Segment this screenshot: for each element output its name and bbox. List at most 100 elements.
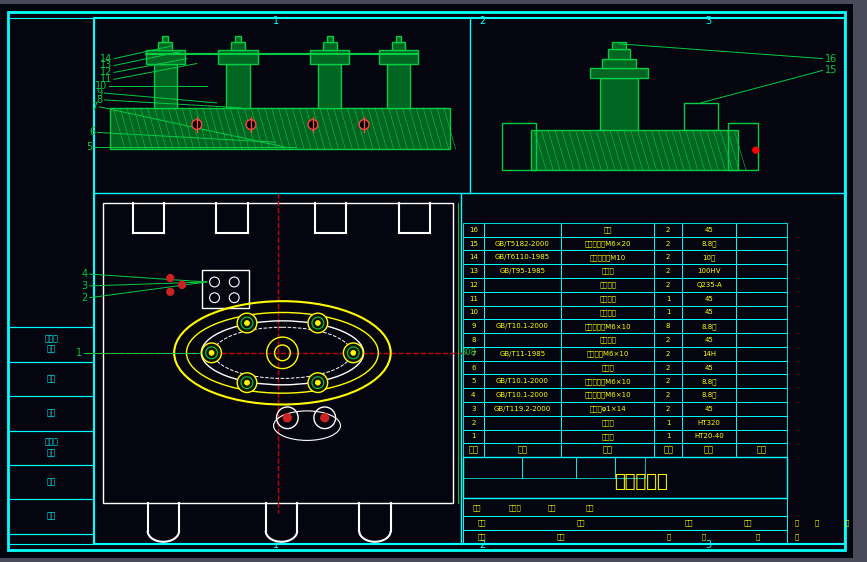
Text: 9: 9 [96,88,102,98]
Text: 内六角螺钉M6×10: 内六角螺钉M6×10 [584,378,631,384]
Bar [8,327,95,362]
Bar [462,498,787,516]
Bar [655,251,682,264]
Text: 1: 1 [272,16,278,26]
Text: 16: 16 [469,227,478,233]
Bar [682,361,736,374]
Bar [736,388,787,402]
Text: 夹具体: 夹具体 [602,433,614,440]
Bar [600,78,637,130]
Text: 重量: 重量 [744,520,753,527]
Text: 内六角螺钉M6×10: 内六角螺钉M6×10 [584,392,631,398]
Text: GB/T5182-2000: GB/T5182-2000 [495,241,550,247]
Bar [682,251,736,264]
Bar [655,374,682,388]
Text: 数量: 数量 [663,446,673,455]
Bar [235,36,241,42]
Bar [462,237,484,251]
Bar [484,292,561,306]
Bar [561,374,655,388]
Text: 14: 14 [100,53,112,64]
Circle shape [308,313,328,333]
Text: 11: 11 [469,296,478,302]
Circle shape [209,350,214,355]
Text: 定位块: 定位块 [602,364,614,371]
Text: 日期: 日期 [47,511,55,520]
Circle shape [166,288,173,295]
Bar [561,237,655,251]
Bar [462,443,484,457]
Text: 审图: 审图 [47,374,55,383]
Bar [462,333,484,347]
Bar [318,64,342,108]
Bar [682,416,736,429]
Text: 对刀块: 对刀块 [602,419,614,426]
Bar [484,388,561,402]
Text: 校对: 校对 [478,533,486,540]
Text: GB/T6110-1985: GB/T6110-1985 [495,255,550,260]
Bar [561,306,655,319]
Bar [323,42,336,50]
Bar [462,457,522,478]
Bar [484,319,561,333]
Text: 2: 2 [666,268,670,274]
Text: 1: 1 [272,540,278,550]
Text: 9: 9 [471,323,476,329]
Bar [484,347,561,361]
Bar [603,58,636,69]
Bar [462,306,484,319]
Bar [484,361,561,374]
Bar [484,306,561,319]
Text: 外六角螺钉M6×20: 外六角螺钉M6×20 [584,241,631,247]
Circle shape [316,320,320,325]
Text: 拨动叉
铣槽: 拨动叉 铣槽 [44,334,58,353]
Text: 侧边锁销: 侧边锁销 [599,296,616,302]
Circle shape [202,343,221,362]
Text: 2: 2 [479,16,486,26]
Text: 10: 10 [469,310,478,315]
Bar [561,347,655,361]
Text: 3: 3 [706,16,712,26]
Bar [655,237,682,251]
Circle shape [308,120,318,129]
Text: 11: 11 [100,74,112,84]
Text: 308: 308 [460,348,477,357]
Bar [682,292,736,306]
Bar [561,429,655,443]
Text: 2: 2 [666,255,670,260]
Bar [655,347,682,361]
Text: GB/T119.2-2000: GB/T119.2-2000 [494,406,551,412]
Bar [684,103,719,130]
Bar [608,49,629,58]
Bar [484,402,561,416]
Text: 2: 2 [81,293,88,303]
Bar [462,416,484,429]
Text: 圆柱销φ1×14: 圆柱销φ1×14 [590,406,626,413]
Text: 12: 12 [100,67,112,78]
Bar [682,264,736,278]
Text: 3: 3 [471,406,476,412]
Bar [561,402,655,416]
Bar [103,203,453,504]
Text: 14: 14 [469,255,478,260]
Text: 15: 15 [825,65,837,75]
Text: 第: 第 [844,520,849,527]
Text: 8.8级: 8.8级 [701,392,717,398]
Text: 2: 2 [666,406,670,412]
Text: 年: 年 [756,533,759,540]
Bar [226,64,250,108]
Bar [8,18,95,327]
Text: 45: 45 [705,337,714,343]
Bar [682,333,736,347]
Bar [736,374,787,388]
Circle shape [246,120,256,129]
Bar [462,278,484,292]
Bar [392,42,406,50]
Bar [736,319,787,333]
Bar [462,457,787,498]
Text: 7: 7 [91,102,97,112]
Bar [615,457,644,478]
Bar [736,429,787,443]
Bar [484,264,561,278]
Circle shape [753,147,759,153]
